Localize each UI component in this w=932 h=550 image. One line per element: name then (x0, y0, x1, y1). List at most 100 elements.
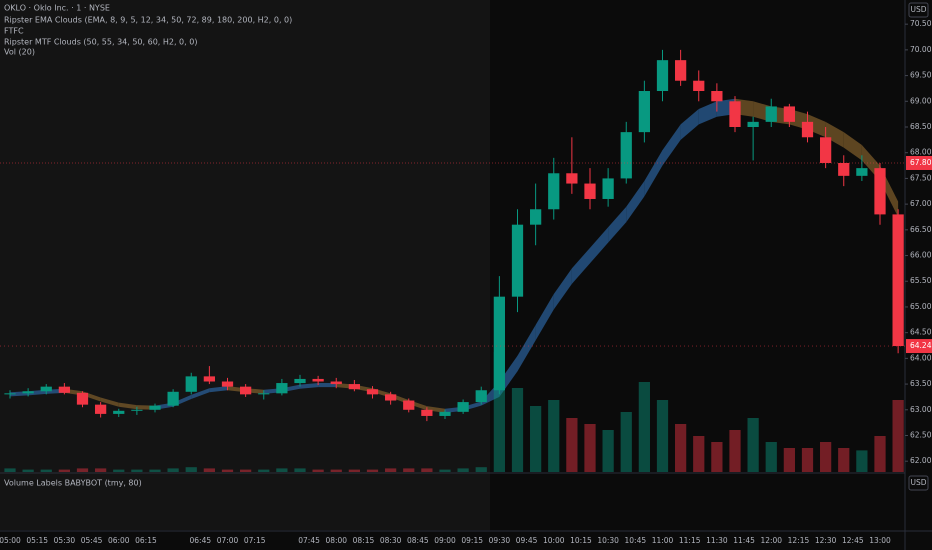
volume-bar (656, 400, 669, 472)
volume-bar (149, 469, 161, 472)
candle-body (40, 386, 52, 392)
y-tick-label: 67.00 (910, 199, 932, 208)
x-tick-label: 09:00 (434, 536, 456, 545)
candle-body (693, 80, 705, 92)
candle-body (330, 381, 342, 385)
ema-cloud (571, 247, 590, 284)
x-tick-label: 12:00 (760, 536, 782, 545)
candle-body (584, 183, 596, 199)
candle-body (58, 386, 70, 393)
candle-body (403, 400, 415, 410)
volume-bar (312, 469, 324, 472)
volume-bar (548, 400, 560, 472)
candle-body (421, 409, 433, 416)
volume-bar (475, 467, 487, 472)
volume-bar (294, 468, 306, 472)
volume-bar (801, 448, 814, 472)
y-tick-label: 62.00 (910, 456, 932, 465)
ema-cloud (118, 402, 137, 410)
candle-body (765, 106, 777, 122)
volume-bar (693, 436, 705, 472)
ema-cloud (825, 121, 844, 148)
premarket-shade (0, 0, 490, 530)
plot-area (0, 49, 905, 472)
price-line-tag (906, 155, 932, 170)
volume-bar (403, 468, 415, 472)
ema-cloud (608, 206, 627, 243)
x-tick-label: 10:15 (570, 536, 592, 545)
candle-body (4, 393, 16, 395)
candle-body (185, 376, 197, 392)
volume-bar (330, 469, 342, 472)
y-tick-label: 66.00 (910, 251, 932, 260)
x-tick-label: 05:30 (54, 536, 76, 545)
candle-body (221, 381, 234, 387)
x-tick-label: 06:00 (108, 536, 130, 545)
candle-body (276, 383, 288, 394)
y-tick-label: 66.50 (910, 225, 932, 234)
candle-body (95, 404, 107, 414)
volume-bar (4, 468, 16, 472)
ema-cloud (191, 388, 210, 399)
y-tick-label: 64.00 (910, 353, 932, 362)
currency-box[interactable] (908, 2, 929, 18)
volume-bar (385, 468, 397, 472)
ema-cloud (680, 109, 699, 140)
currency-box[interactable] (908, 475, 929, 491)
volume-bar (675, 424, 687, 472)
price-line-label: 67.80 (910, 158, 932, 167)
candle-body (675, 60, 687, 81)
y-tick-label: 69.50 (910, 71, 932, 80)
volume-bar (185, 467, 197, 472)
x-tick-label: 09:45 (516, 536, 538, 545)
x-tick-label: 05:00 (0, 536, 21, 545)
ema-cloud (843, 132, 862, 161)
volume-bar (892, 400, 904, 472)
y-tick-label: 63.00 (910, 405, 932, 414)
candle-body (167, 391, 179, 406)
y-tick-label: 67.50 (910, 173, 932, 182)
volume-bar (203, 468, 215, 472)
candle-body (385, 394, 397, 401)
candle-body (729, 101, 741, 127)
candle-body (131, 409, 143, 411)
volume-bar (439, 469, 451, 472)
volume-bar (167, 468, 179, 472)
volume-bar (530, 406, 542, 472)
volume-bar (22, 469, 34, 472)
volume-bar (566, 418, 578, 472)
x-tick-label: 12:30 (815, 536, 837, 545)
x-tick-label: 10:00 (543, 536, 565, 545)
volume-bar (348, 469, 360, 472)
y-tick-label: 70.00 (910, 45, 932, 54)
volume-bar (584, 424, 596, 472)
volume-bar (276, 468, 288, 472)
volume-bar (76, 468, 89, 472)
lower-pane-title: Volume Labels BABYBOT (tmy, 80) (4, 479, 142, 488)
candle-body (294, 378, 306, 384)
ema-cloud (100, 397, 119, 407)
volume-bar (113, 469, 125, 472)
volume-bar (95, 468, 107, 472)
candle-body (493, 296, 505, 391)
currency-label[interactable]: USD (910, 478, 926, 487)
ema-cloud (590, 227, 609, 264)
currency-label[interactable]: USD (910, 5, 926, 14)
volume-bar (421, 468, 433, 472)
candle-body (149, 405, 161, 410)
x-tick-label: 08:30 (380, 536, 402, 545)
y-tick-label: 62.50 (910, 430, 932, 439)
volume-bar (783, 448, 795, 472)
ema-cloud (535, 294, 554, 341)
candle-body (439, 411, 451, 416)
candle-body (548, 173, 560, 210)
candle-body (656, 60, 669, 92)
candle-body (602, 178, 614, 199)
volume-bar (620, 412, 632, 472)
candle-body (203, 376, 215, 382)
last-price-tag (906, 339, 932, 354)
x-tick-label: 11:45 (733, 536, 755, 545)
volume-bar (838, 448, 850, 472)
y-tick-label: 65.50 (910, 276, 932, 285)
